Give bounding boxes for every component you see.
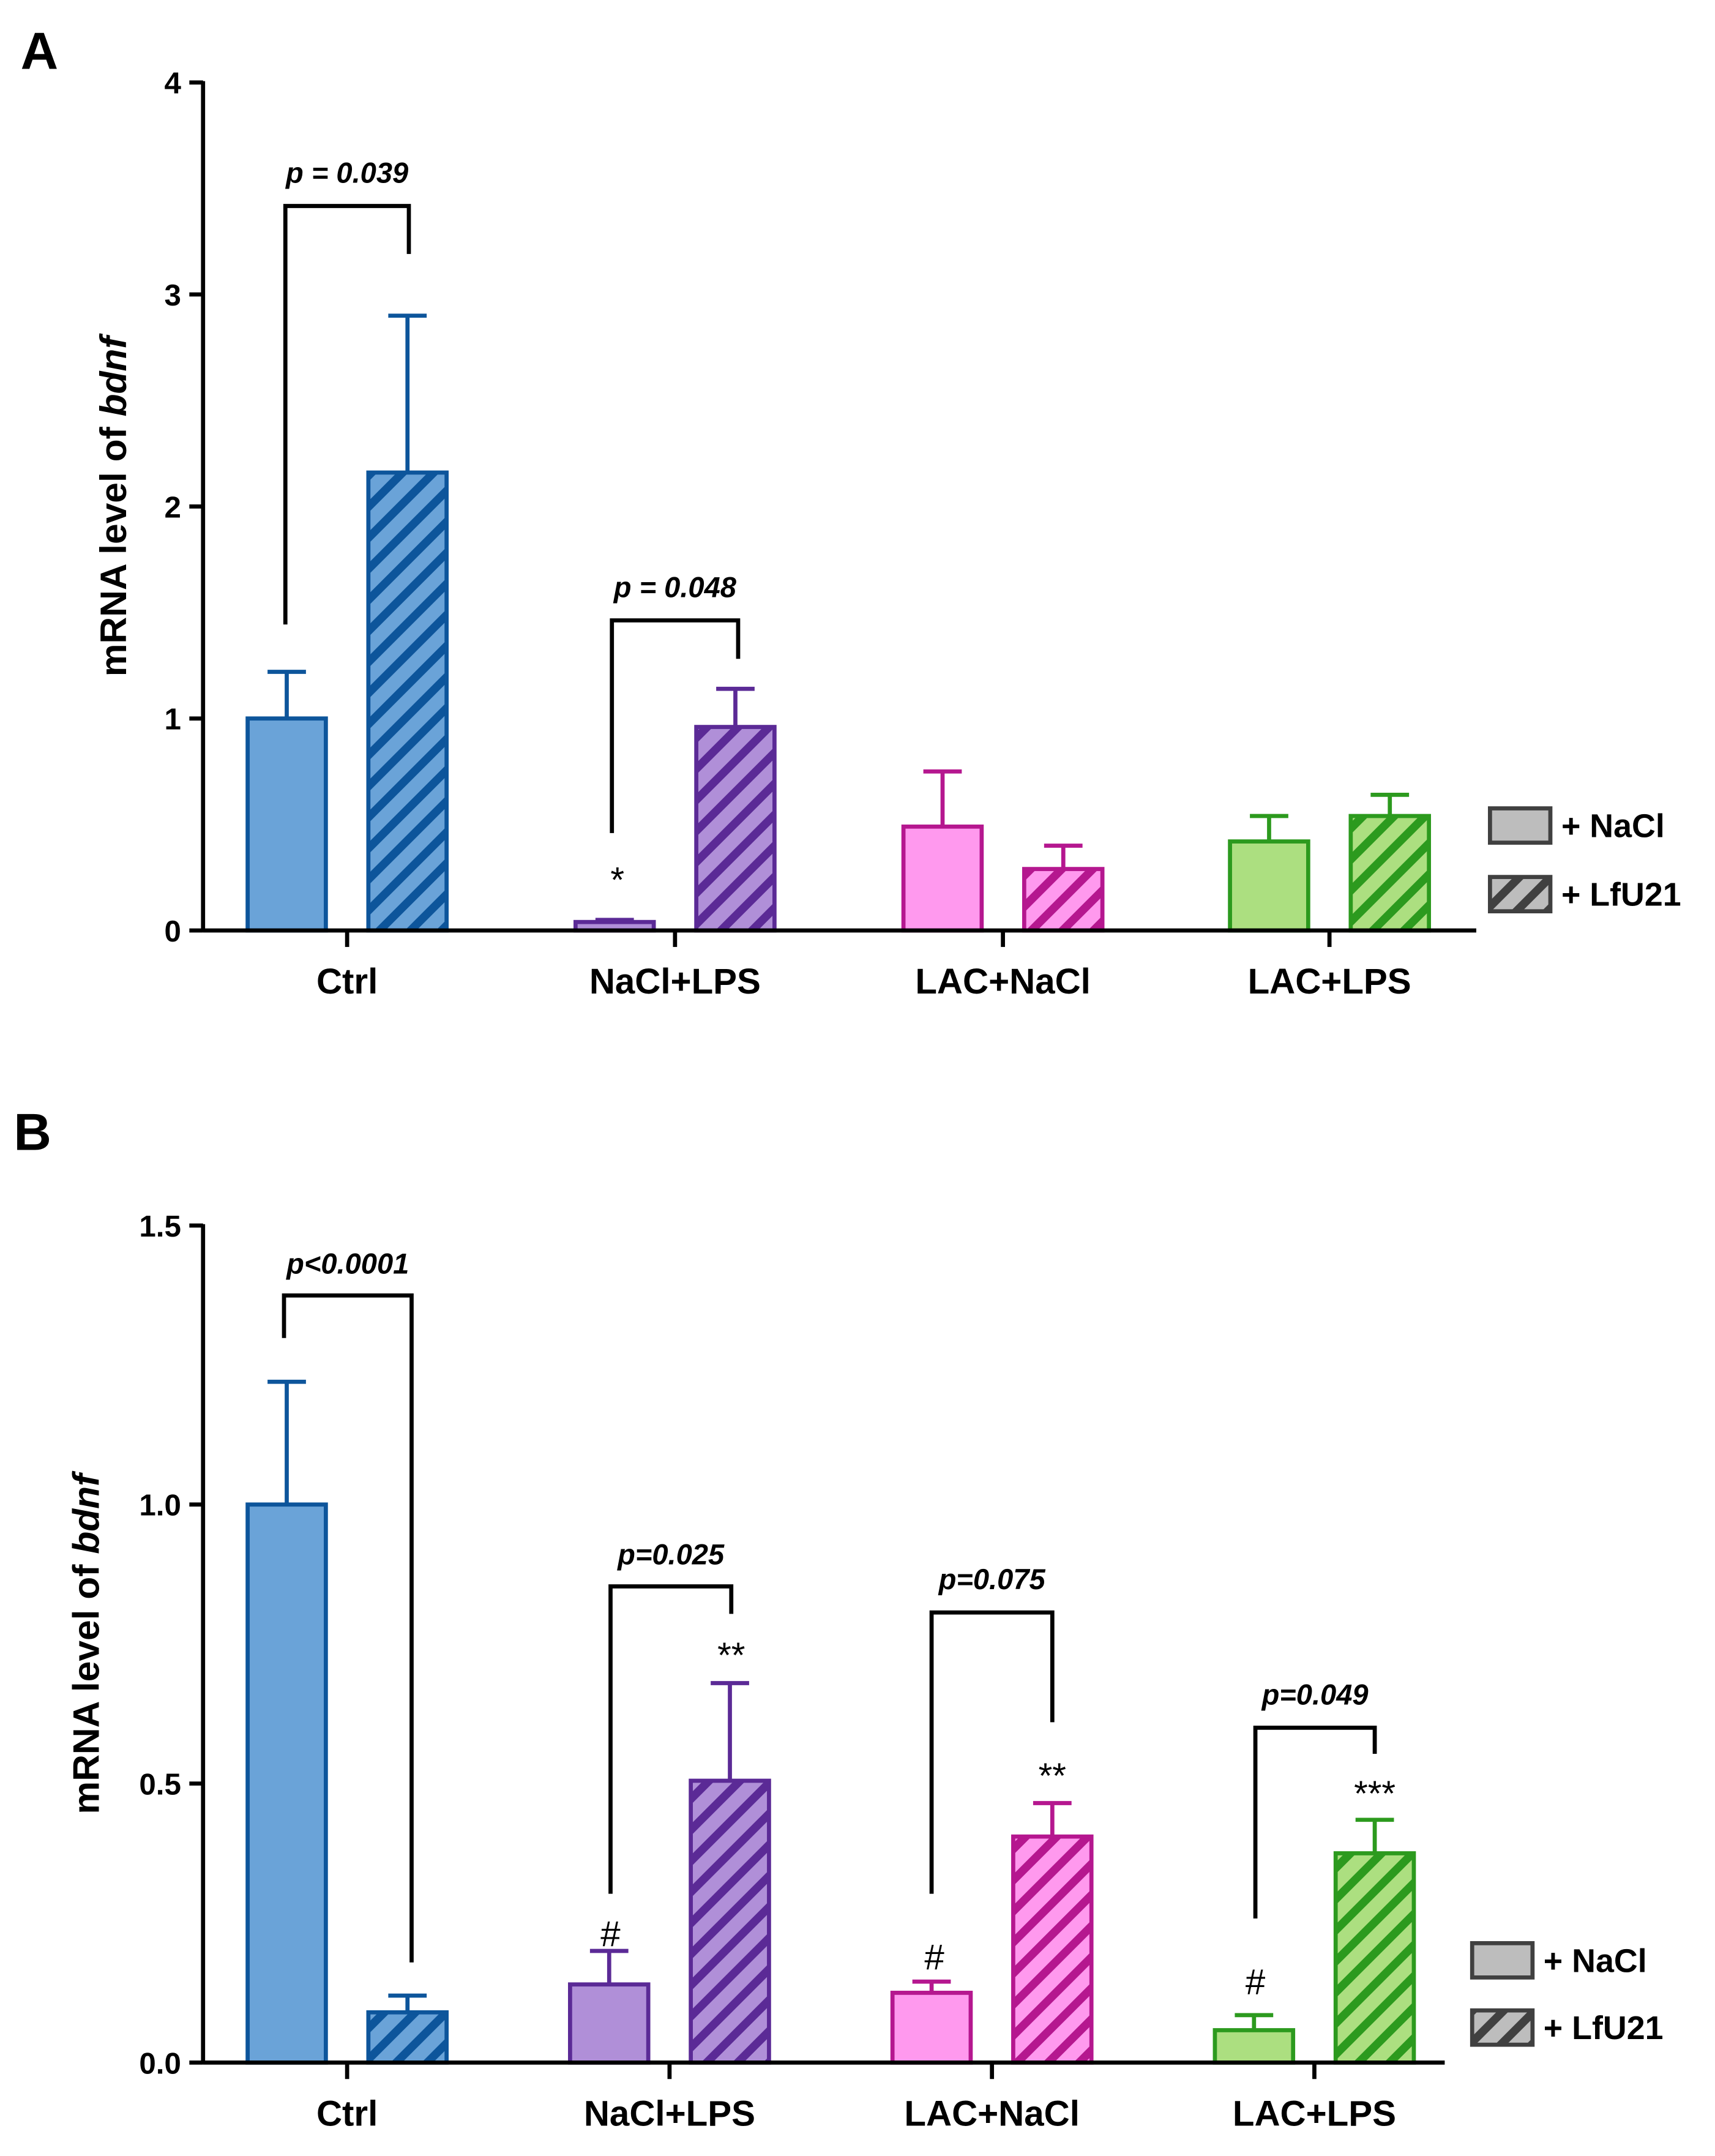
x-tick-label: NaCl+LPS [589, 962, 761, 1001]
significance-bracket [282, 1293, 414, 1963]
panel-label-b: B [13, 1104, 51, 1162]
legend-swatch [1470, 1941, 1535, 1980]
significance-marker: *** [1354, 1774, 1396, 1814]
y-tick-label: 0.0 [139, 2046, 181, 2080]
legend-swatch [1470, 2008, 1535, 2047]
legend-label: + NaCl [1544, 1942, 1647, 1979]
significance-marker: * [610, 860, 624, 900]
y-axis-label: mRNA level of bdnf [65, 1470, 106, 1814]
y-tick-label: 1.0 [139, 1489, 181, 1522]
bar [1011, 1834, 1094, 2065]
y-tick-label: 4 [164, 67, 181, 100]
significance-marker: # [924, 1937, 944, 1977]
bar [366, 470, 449, 933]
significance-bracket [283, 204, 411, 625]
x-tick-label: NaCl+LPS [584, 2094, 755, 2133]
x-tick-label: LAC+LPS [1233, 2094, 1396, 2133]
y-axis-label-gene: bdnf [92, 333, 134, 417]
significance-bracket [608, 1584, 734, 1894]
y-axis-label-gene: bdnf [65, 1470, 106, 1554]
x-tick-label: LAC+LPS [1248, 962, 1411, 1001]
bar [1228, 839, 1310, 933]
x-tick-label: LAC+NaCl [915, 962, 1091, 1001]
y-axis-label: mRNA level of bdnf [92, 333, 134, 677]
y-tick-label: 3 [164, 279, 181, 312]
legend-swatch [1488, 875, 1553, 914]
y-tick-label: 0.5 [139, 1767, 181, 1801]
bar [890, 1991, 973, 2065]
bar [1348, 814, 1431, 933]
significance-marker: # [600, 1914, 621, 1954]
legend-swatch [1488, 806, 1553, 845]
p-value-label: p = 0.039 [285, 156, 408, 189]
significance-bracket [1253, 1726, 1377, 1918]
x-tick-label: LAC+NaCl [904, 2094, 1080, 2133]
x-tick-label: Ctrl [316, 962, 378, 1001]
significance-bracket [610, 618, 741, 833]
y-axis-label-text: mRNA level of [65, 1554, 106, 1814]
bar [1022, 867, 1105, 933]
bar [901, 824, 984, 933]
chart-b: 0.0 0.5 1.0 1.5 Ctrl NaCl+LPS LAC+NaCl LAC+LPS m… [65, 1210, 1663, 2134]
y-tick-label: 1 [164, 703, 181, 736]
significance-marker: # [1246, 1962, 1266, 2002]
p-value-label: p=0.075 [938, 1563, 1046, 1595]
legend-label: + LfU21 [1561, 877, 1681, 913]
legend-label: + NaCl [1561, 808, 1665, 845]
bar [689, 1778, 771, 2065]
significance-bracket [929, 1610, 1055, 1894]
y-axis-label-text: mRNA level of [92, 416, 134, 676]
x-tick-label: Ctrl [316, 2094, 378, 2133]
panel-label-a: A [21, 22, 59, 80]
bar [245, 716, 328, 933]
significance-marker: ** [1039, 1756, 1066, 1796]
y-tick-label: 0 [164, 915, 181, 948]
y-tick-label: 2 [164, 490, 181, 524]
p-value-label: p = 0.048 [613, 571, 737, 603]
bar [694, 725, 777, 933]
significance-marker: ** [717, 1636, 745, 1675]
chart-a: 0 1 2 3 4 Ctrl NaCl+LPS LAC+NaCl LAC+LPS mRNA lev… [92, 67, 1681, 1001]
bar [568, 1982, 651, 2065]
p-value-label: p<0.0001 [285, 1247, 409, 1279]
p-value-label: p=0.025 [616, 1538, 725, 1571]
bar [245, 1502, 328, 2065]
bar [1333, 1851, 1416, 2065]
legend-label: + LfU21 [1544, 2010, 1664, 2046]
y-tick-label: 1.5 [139, 1210, 181, 1243]
bar [366, 2010, 449, 2065]
bar [1212, 2028, 1296, 2065]
p-value-label: p=0.049 [1261, 1678, 1369, 1710]
